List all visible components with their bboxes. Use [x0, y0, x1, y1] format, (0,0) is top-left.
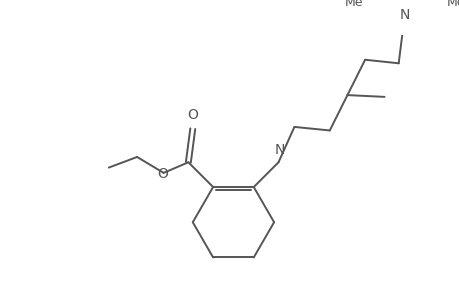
Text: Me: Me [446, 0, 459, 9]
Text: N: N [399, 8, 409, 22]
Text: O: O [157, 167, 168, 181]
Text: N: N [274, 143, 285, 157]
Text: O: O [187, 108, 198, 122]
Text: Me: Me [344, 0, 362, 9]
